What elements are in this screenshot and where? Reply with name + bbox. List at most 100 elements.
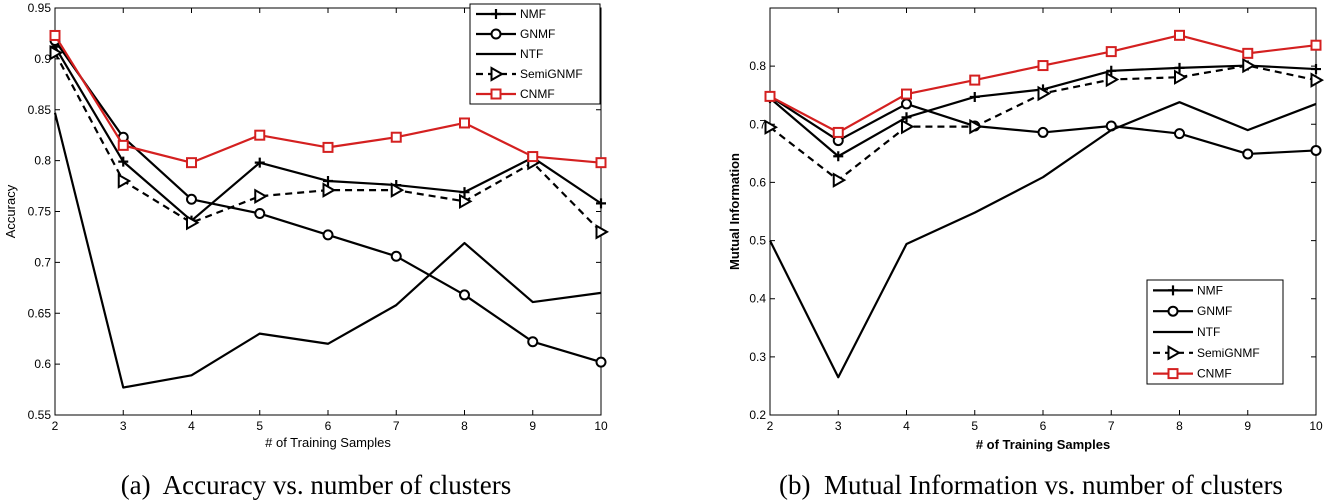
accuracy-y-tick-label: 0.95 (28, 1, 52, 15)
mi-cnmf-point (969, 74, 981, 86)
accuracy-y-axis-label: Accuracy (3, 184, 18, 238)
accuracy-legend-ntf-label: NTF (520, 47, 543, 61)
mi-gnmf-point (1242, 148, 1254, 160)
accuracy-x-tick-label: 6 (325, 419, 332, 433)
accuracy-gnmf-point (459, 289, 470, 301)
accuracy-x-tick-label: 7 (393, 419, 400, 433)
mi-y-tick-label: 0.8 (749, 59, 766, 73)
accuracy-gnmf-point (186, 193, 197, 205)
accuracy-x-tick-label: 10 (594, 419, 608, 433)
accuracy-semignmf-point (459, 193, 473, 210)
mi-y-axis-label: Mutual Information (727, 153, 742, 270)
mi-gnmf-point (901, 98, 912, 110)
mi-gnmf-point (1037, 126, 1049, 138)
mi-cnmf-point (1037, 60, 1049, 72)
accuracy-semignmf-point (322, 182, 337, 198)
mi-legend-gnmf-label: GNMF (1197, 304, 1232, 318)
accuracy-gnmf-point (254, 208, 266, 220)
accuracy-gnmf-point (527, 336, 539, 348)
accuracy-cnmf-point (322, 141, 334, 153)
mi-legend-semignmf-label: SemiGNMF (1197, 346, 1260, 360)
mi-semignmf-point (1105, 71, 1120, 88)
accuracy-semignmf-point (186, 214, 200, 231)
accuracy-legend: NMF GNMF NTF SemiGNMF CNMF (469, 3, 601, 105)
mi-semignmf-point (1174, 69, 1188, 85)
mi-cnmf-point (1310, 39, 1322, 51)
accuracy-y-tick-label: 0.6 (34, 357, 51, 371)
accuracy-y-tick-label: 0.65 (28, 306, 52, 320)
mi-caption: (b) Mutual Information vs. number of clu… (779, 470, 1283, 500)
accuracy-nmf-point (254, 157, 265, 168)
accuracy-cnmf-point (186, 157, 197, 169)
accuracy-x-tick-label: 4 (188, 419, 195, 433)
mi-semignmf-point (1242, 57, 1256, 74)
accuracy-nmf-point (323, 175, 333, 186)
mi-x-axis-label: # of Training Samples (976, 437, 1110, 452)
mi-legend-cnmf-label: CNMF (1197, 367, 1232, 381)
accuracy-y-tick-label: 0.8 (34, 154, 51, 168)
mi-y-tick-label: 0.3 (749, 350, 766, 364)
mi-cnmf-point (832, 126, 844, 138)
mi-nmf-point (833, 151, 844, 162)
mi-y-tick-label: 0.2 (749, 408, 766, 422)
accuracy-cnmf-point (254, 129, 266, 141)
accuracy-legend-semignmf-marker (490, 66, 505, 82)
accuracy-x-tick-label: 2 (52, 419, 59, 433)
accuracy-gnmf-point (595, 356, 607, 368)
mi-x-tick-label: 7 (1108, 419, 1115, 433)
accuracy-y-tick-label: 0.75 (28, 205, 52, 219)
accuracy-y-tick-label: 0.7 (34, 255, 51, 269)
accuracy-cnmf-point (595, 157, 607, 169)
mi-nmf-point (1174, 62, 1185, 73)
mi-legend-semignmf-marker (1167, 345, 1182, 361)
accuracy-cnmf-point (390, 131, 402, 143)
mi-cnmf-point (901, 88, 912, 100)
accuracy-nmf-point (459, 187, 470, 198)
mi-semignmf-point (1037, 85, 1052, 102)
accuracy-chart: 2 3 4 5 6 7 8 9 10 0.55 0.6 0.65 0.7 0.75 0.8 0.85 0.9 0.… (3, 1, 610, 500)
accuracy-y-tick-label: 0.85 (28, 103, 52, 117)
mi-legend-nmf-marker (1168, 285, 1178, 296)
mi-x-tick-label: 3 (835, 419, 842, 433)
mi-legend-ntf-label: NTF (1197, 325, 1220, 339)
accuracy-semignmf-point (49, 45, 64, 61)
mi-y-tick-label: 0.4 (749, 292, 766, 306)
accuracy-legend-gnmf-marker (490, 28, 502, 40)
mi-semignmf-point (1310, 72, 1325, 88)
accuracy-legend-cnmf-marker (490, 88, 502, 100)
mi-x-tick-label: 10 (1309, 419, 1323, 433)
mi-y-tick-label: 0.6 (749, 175, 766, 189)
mutual-information-chart: 2 3 4 5 6 7 8 9 10 0.2 0.3 0.4 0.5 0.6 0.7 0.8 Mutual I… (727, 7, 1325, 500)
accuracy-legend-cnmf-label: CNMF (520, 87, 555, 101)
mi-cnmf-point (1242, 47, 1254, 59)
mi-legend: NMF GNMF NTF SemiGNMF CNMF (1146, 279, 1284, 385)
accuracy-x-tick-label: 9 (529, 419, 536, 433)
accuracy-cnmf-point (117, 139, 129, 151)
accuracy-x-tick-label: 3 (120, 419, 127, 433)
mi-nmf-point (1311, 64, 1321, 75)
mi-cnmf-point (1105, 46, 1117, 58)
mi-x-tick-label: 2 (767, 419, 774, 433)
accuracy-gnmf-point (390, 250, 402, 262)
accuracy-y-tick-label: 0.9 (34, 52, 51, 66)
accuracy-cnmf-point (527, 151, 539, 163)
mi-legend-gnmf-marker (1167, 305, 1179, 317)
accuracy-ntf-line (53, 112, 602, 389)
mi-gnmf-point (1310, 144, 1322, 156)
accuracy-legend-nmf-label: NMF (520, 7, 546, 21)
mi-gnmf-point (1174, 128, 1185, 140)
accuracy-x-tick-label: 8 (461, 419, 468, 433)
accuracy-semignmf-point (390, 182, 405, 198)
mi-legend-cnmf-marker (1167, 368, 1179, 380)
accuracy-nmf-point (596, 198, 606, 209)
mi-x-tick-label: 4 (903, 419, 910, 433)
mi-semignmf-point (832, 172, 847, 188)
accuracy-cnmf-point (459, 117, 470, 129)
accuracy-y-tick-label: 0.55 (28, 408, 52, 422)
accuracy-caption: (a) Accuracy vs. number of clusters (121, 470, 512, 500)
accuracy-nmf-point (118, 156, 129, 167)
mi-y-tick-label: 0.7 (749, 117, 766, 131)
mi-cnmf-point (764, 90, 776, 102)
accuracy-legend-semignmf-label: SemiGNMF (520, 67, 583, 81)
